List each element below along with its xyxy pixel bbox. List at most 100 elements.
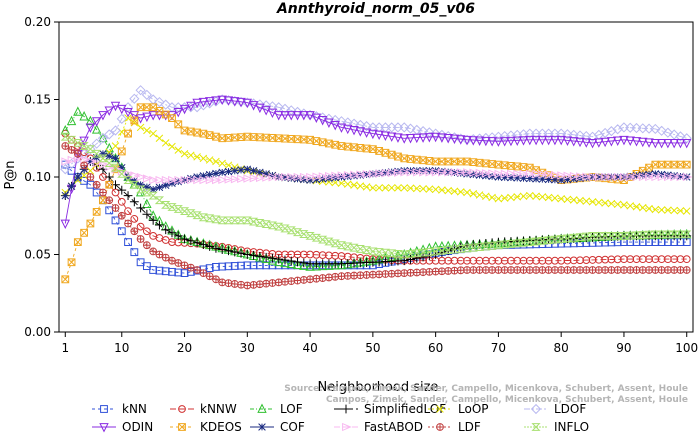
data-point: [198, 240, 208, 249]
data-point: [60, 124, 70, 135]
data-point: [657, 230, 667, 239]
data-point: [495, 266, 502, 274]
data-point: [675, 131, 686, 142]
data-point: [657, 172, 668, 182]
legend-item: kNNW: [170, 402, 237, 416]
data-point: [532, 192, 540, 200]
data-point: [632, 172, 641, 180]
data-point: [349, 125, 359, 136]
legend-item: KDEOS: [170, 420, 242, 434]
data-point: [444, 168, 452, 176]
data-point: [317, 116, 328, 126]
data-point: [601, 255, 610, 264]
data-point: [142, 112, 152, 123]
data-point: [161, 139, 170, 147]
data-point: [538, 256, 547, 265]
data-point: [236, 97, 246, 108]
data-point: [306, 250, 314, 259]
data-point: [431, 247, 441, 256]
data-point: [243, 282, 251, 289]
data-point: [643, 123, 655, 134]
data-point: [626, 266, 634, 274]
data-point: [531, 135, 541, 146]
data-point: [262, 261, 271, 270]
data-point: [595, 266, 603, 274]
data-point: [651, 170, 660, 178]
data-point: [463, 168, 473, 177]
data-point: [305, 111, 315, 121]
data-point: [394, 184, 402, 192]
data-point: [117, 147, 126, 156]
data-point: [650, 139, 661, 149]
data-point: [350, 181, 358, 189]
data-point: [544, 170, 555, 179]
data-point: [341, 404, 351, 414]
data-point: [656, 125, 667, 136]
data-point: [205, 175, 216, 185]
data-point: [681, 133, 692, 144]
data-point: [456, 242, 466, 252]
data-point: [174, 259, 182, 267]
data-point: [551, 194, 559, 202]
data-point: [205, 170, 214, 179]
data-point: [66, 115, 77, 126]
data-point: [343, 172, 352, 181]
data-point: [142, 198, 152, 209]
data-point: [331, 273, 339, 281]
data-point: [664, 206, 672, 214]
data-point: [637, 123, 648, 134]
data-point: [312, 175, 321, 184]
data-point: [186, 101, 196, 112]
data-point: [676, 207, 685, 215]
data-point: [311, 111, 322, 122]
data-point: [224, 246, 233, 256]
data-point: [399, 250, 409, 259]
legend-item: FastABOD: [334, 420, 423, 434]
y-tick-label: 0.00: [24, 325, 51, 339]
data-point: [186, 209, 196, 218]
data-point: [299, 111, 309, 121]
data-point: [325, 178, 333, 186]
data-point: [595, 173, 603, 181]
data-point: [161, 110, 170, 119]
data-point: [626, 172, 636, 182]
data-point: [506, 136, 516, 147]
data-point: [281, 173, 289, 182]
data-point: [412, 253, 422, 263]
data-point: [380, 248, 391, 257]
data-point: [658, 266, 666, 274]
data-point: [305, 261, 315, 271]
data-point: [212, 132, 220, 141]
data-point: [179, 207, 190, 215]
data-point: [569, 256, 578, 265]
data-point: [60, 164, 71, 175]
data-point: [405, 134, 416, 144]
data-point: [682, 139, 692, 149]
data-point: [430, 132, 441, 143]
data-point: [167, 228, 177, 238]
data-point: [601, 266, 609, 274]
data-point: [382, 270, 389, 278]
data-point: [413, 269, 421, 276]
data-point: [136, 180, 145, 189]
data-point: [280, 255, 290, 265]
data-point: [343, 242, 353, 251]
data-point: [387, 249, 397, 258]
data-point: [281, 172, 291, 182]
data-point: [292, 106, 303, 118]
data-point: [224, 175, 235, 184]
data-point: [551, 170, 561, 180]
legend-item: LDF: [428, 420, 481, 434]
data-point: [231, 167, 239, 175]
data-point: [149, 248, 157, 255]
data-point: [249, 167, 258, 175]
data-point: [287, 172, 297, 182]
data-point: [430, 128, 441, 139]
x-tick-label: 100: [675, 341, 698, 355]
data-point: [387, 168, 396, 176]
data-point: [306, 275, 314, 283]
data-point: [192, 211, 202, 220]
data-point: [311, 113, 322, 123]
data-point: [218, 175, 228, 184]
data-point: [154, 111, 165, 121]
